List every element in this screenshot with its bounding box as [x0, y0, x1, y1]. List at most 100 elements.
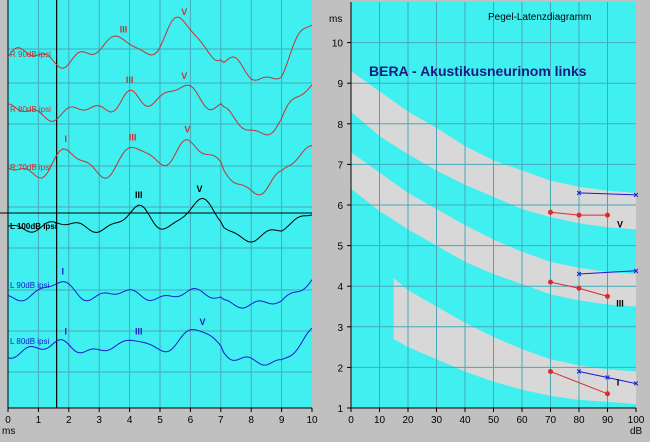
- wave-marker: V: [184, 125, 190, 135]
- trace-label: R 70dB ipsi: [10, 163, 51, 172]
- x-tick-label: 2: [66, 415, 72, 426]
- wave-label: V: [617, 219, 623, 229]
- trace: L 90dB ipsi I: [7, 267, 313, 309]
- x-tick-label: 4: [127, 415, 133, 426]
- y-tick-label: 3: [337, 323, 343, 334]
- trace-label: L 90dB ipsi: [10, 281, 50, 290]
- trace-label: L 80dB ipsi: [10, 337, 50, 346]
- wave-marker: I: [65, 134, 68, 144]
- x-tick-label: 5: [157, 415, 163, 426]
- data-point: [576, 285, 582, 291]
- data-point: [548, 368, 553, 374]
- chart-subtitle: BERA - Akustikusneurinom links: [369, 63, 587, 79]
- trace-label: R 80dB ipsi: [10, 105, 51, 114]
- x-tick-label: 3: [96, 415, 102, 426]
- trace-line: [7, 139, 313, 196]
- y-tick-label: 1: [337, 404, 343, 415]
- x-tick-label: 1: [36, 415, 42, 426]
- x-tick-label: 50: [488, 415, 500, 426]
- y-tick-label: 6: [337, 201, 343, 212]
- wave-marker: III: [135, 190, 143, 200]
- wave-marker: V: [197, 184, 203, 194]
- wave-label: I: [617, 378, 620, 388]
- x-tick-label: 90: [602, 415, 614, 426]
- data-point: ×: [576, 269, 581, 279]
- norm-band: [351, 71, 636, 230]
- wave-marker: III: [126, 75, 134, 85]
- wave-marker: V: [181, 7, 187, 17]
- trace: L 100dB ipsi III V: [7, 184, 313, 243]
- x-tick-label: 60: [516, 415, 528, 426]
- x-tick-label: 100: [628, 415, 645, 426]
- trace-line: [7, 197, 313, 243]
- y-unit-label: ms: [329, 14, 342, 25]
- wave-marker: V: [181, 71, 187, 81]
- y-tick-label: 10: [332, 39, 344, 50]
- series: × × ×: [576, 366, 638, 388]
- wave-label: III: [616, 299, 624, 309]
- data-point: ×: [633, 190, 638, 200]
- trace: R 90dB ipsi III V: [7, 7, 313, 81]
- y-tick-label: 5: [337, 242, 343, 253]
- wave-marker: V: [200, 317, 206, 327]
- series-line: [578, 270, 637, 275]
- latency-chart: 0 10 20 30 40 50 60 70 80 90 100 1 2 3 4 5 6 7 8 9 10 ms dB Peg…: [325, 0, 650, 437]
- x-tick-label: 0: [348, 415, 354, 426]
- norm-band: [351, 152, 636, 307]
- trace-line: [7, 279, 313, 309]
- x-tick-label: 7: [218, 415, 224, 426]
- y-tick-label: 8: [337, 120, 343, 131]
- series: [548, 368, 610, 397]
- data-point: ×: [576, 188, 581, 198]
- wave-marker: I: [65, 327, 68, 337]
- series: [548, 209, 610, 218]
- norm-band: [393, 278, 636, 404]
- series: × ×: [576, 266, 638, 279]
- data-point: ×: [633, 266, 638, 276]
- x-tick-label: 70: [545, 415, 557, 426]
- series: × ×: [576, 188, 638, 200]
- series-line: [550, 370, 608, 395]
- y-tick-label: 4: [337, 282, 343, 293]
- wave-marker: I: [61, 267, 64, 277]
- x-tick-label: 9: [279, 415, 285, 426]
- y-tick-label: 2: [337, 363, 343, 374]
- x-tick-label: 10: [306, 415, 318, 426]
- data-point: [605, 212, 610, 218]
- x-tick-label: 6: [188, 415, 194, 426]
- data-point: [548, 209, 553, 215]
- x-tick-label: 8: [248, 415, 254, 426]
- chart-title: Pegel-Latenzdiagramm: [488, 12, 591, 23]
- trace-line: [7, 16, 313, 81]
- x-tick-label: 10: [374, 415, 386, 426]
- data-point: [576, 212, 582, 218]
- x-unit-label: ms: [2, 426, 15, 437]
- series-line: [578, 370, 637, 385]
- data-point: ×: [633, 379, 638, 389]
- data-point: [605, 391, 610, 397]
- trace-line: [7, 327, 313, 366]
- data-point: [548, 279, 553, 285]
- wave-marker: III: [120, 25, 128, 35]
- waveform-panel: 0 1 2 3 4 5 6 7 8 9 10 ms R 90dB ipsi III V R 80dB ipsi…: [0, 0, 325, 437]
- x-unit-label: dB: [630, 426, 643, 437]
- y-tick-label: 7: [337, 160, 343, 171]
- trace-label: R 90dB ipsi: [10, 50, 51, 59]
- wave-marker: III: [129, 132, 137, 142]
- series-line: [578, 192, 637, 196]
- trace-label: L 100dB ipsi: [10, 222, 57, 231]
- series: [548, 279, 610, 299]
- x-tick-label: 30: [431, 415, 443, 426]
- y-tick-label: 9: [337, 79, 343, 90]
- data-point: ×: [605, 373, 610, 383]
- x-tick-label: 0: [5, 415, 11, 426]
- x-tick-label: 80: [573, 415, 585, 426]
- trace: R 80dB ipsi III V: [7, 71, 313, 136]
- data-point: [605, 293, 610, 299]
- x-tick-label: 40: [459, 415, 471, 426]
- trace-line: [7, 84, 313, 136]
- wave-marker: III: [135, 326, 143, 336]
